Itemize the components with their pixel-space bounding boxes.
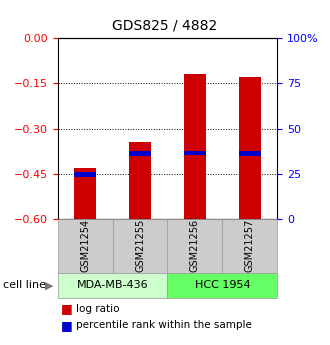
Text: log ratio: log ratio bbox=[76, 304, 119, 314]
Bar bbox=[129, 151, 151, 156]
Text: ■: ■ bbox=[61, 302, 73, 315]
Text: HCC 1954: HCC 1954 bbox=[194, 280, 250, 290]
Text: ▶: ▶ bbox=[45, 280, 54, 290]
Bar bbox=[184, 74, 206, 219]
Bar bbox=[184, 150, 206, 155]
Text: GSM21254: GSM21254 bbox=[80, 219, 90, 272]
Text: GSM21256: GSM21256 bbox=[190, 219, 200, 272]
Bar bbox=[74, 172, 96, 177]
Bar bbox=[129, 142, 151, 219]
Bar bbox=[239, 151, 261, 156]
Text: GSM21255: GSM21255 bbox=[135, 219, 145, 273]
Bar bbox=[239, 77, 261, 219]
Text: GDS825 / 4882: GDS825 / 4882 bbox=[113, 19, 217, 33]
Bar bbox=[74, 168, 96, 219]
Text: MDA-MB-436: MDA-MB-436 bbox=[77, 280, 148, 290]
Text: percentile rank within the sample: percentile rank within the sample bbox=[76, 321, 252, 330]
Text: ■: ■ bbox=[61, 319, 73, 332]
Text: cell line: cell line bbox=[3, 280, 46, 290]
Text: GSM21257: GSM21257 bbox=[245, 219, 255, 273]
